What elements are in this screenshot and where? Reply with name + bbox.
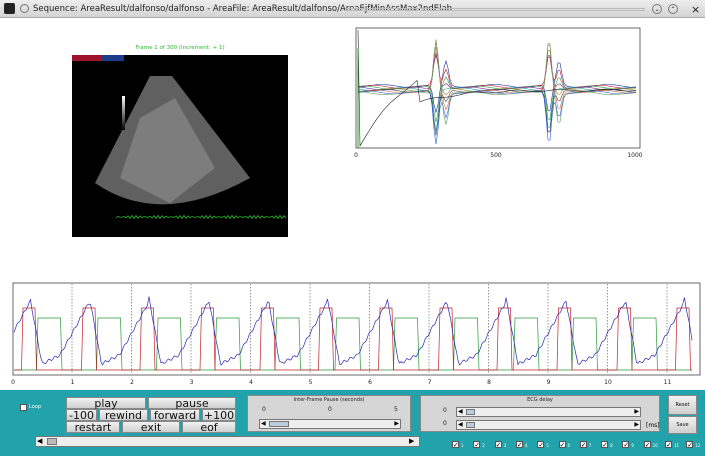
channel-label: 5 [546,443,549,448]
x-tick-label: 10 [604,379,612,386]
app-icon [4,3,15,14]
close-button[interactable]: × [691,1,700,19]
image-header [72,55,102,61]
channel-label: 7 [589,443,592,448]
pause-panel: Inter-Frame Pause (seconds) 0 0 5 ◀ ▶ [247,395,411,432]
control-button[interactable]: restart [66,421,120,433]
channel-checkbox[interactable]: ✓ [580,441,587,448]
pause-min: 0 [262,406,266,413]
x-tick-label: 1000 [627,152,642,159]
control-button[interactable]: eof [182,421,236,433]
x-tick-label: 2 [130,379,134,386]
x-tick-label: 7 [428,379,432,386]
maximize-button[interactable]: ⌃ [668,4,678,14]
channel-label: 12 [695,443,700,448]
channel-checkbox[interactable]: ✓ [665,441,672,448]
channel-label: 1 [461,443,464,448]
ecg-value: 0 [443,407,447,414]
loop-checkbox[interactable] [20,404,27,411]
channel-checkbox[interactable]: ✓ [686,441,693,448]
ecg-slider[interactable]: ◀ ▶ [456,420,641,430]
channel-label: 11 [674,443,679,448]
x-tick-label: 5 [309,379,313,386]
pause-title: Inter-Frame Pause (seconds) [248,397,410,403]
channel-checkbox[interactable]: ✓ [452,441,459,448]
image-header [102,55,124,61]
channel-checkbox[interactable]: ✓ [644,441,651,448]
x-tick-label: 4 [249,379,253,386]
page: Sequence: AreaResult/dalfonso/dalfonso -… [0,0,705,456]
channel-checkbox[interactable]: ✓ [537,441,544,448]
save-button[interactable]: Save [668,416,697,434]
x-tick-label: 8 [487,379,491,386]
channel-label: 3 [504,443,507,448]
channel-checkbox[interactable]: ✓ [516,441,523,448]
ecg-value: 0 [443,420,447,427]
control-panel: Loop ◀ ▶ Inter-Frame Pause (seconds) 0 0… [0,390,705,456]
pause-slider[interactable]: ◀ ▶ [259,419,401,429]
channel-label: 6 [568,443,571,448]
ecg-slider[interactable]: ◀ ▶ [456,407,641,417]
channel-label: 9 [631,443,634,448]
x-tick-label: 6 [368,379,372,386]
minimize-button[interactable]: ⌄ [652,4,662,14]
channel-checkbox[interactable]: ✓ [601,441,608,448]
x-tick-label: 11 [664,379,672,386]
channel-label: 8 [610,443,613,448]
title-grip [345,8,645,11]
ecg-panel: ECG delay 0 0 ◀ ▶ ◀ ▶ [ms] [420,395,660,432]
control-button[interactable]: rewind [99,409,148,421]
plots: Frame 1 of 300 (Increment: + 1) [0,18,705,390]
loop-label: Loop [29,404,41,410]
control-button[interactable]: exit [122,421,180,433]
control-button[interactable]: pause [148,397,236,409]
menu-button[interactable] [20,4,29,13]
x-tick-label: 1 [71,379,75,386]
channel-checkbox[interactable]: ✓ [473,441,480,448]
channel-label: 4 [525,443,528,448]
x-tick-label: 0 [11,379,15,386]
x-tick-label: 9 [547,379,551,386]
frame-label: Frame 1 of 300 (Increment: + 1) [135,45,224,51]
channel-label: 10 [653,443,658,448]
control-button[interactable]: play [66,397,146,409]
frame-slider[interactable]: ◀ ▶ [35,436,420,447]
control-button[interactable]: +100 [202,409,236,421]
channel-checkbox[interactable]: ✓ [495,441,502,448]
pause-max: 5 [394,406,398,413]
channel-checkbox[interactable]: ✓ [559,441,566,448]
title-bar: Sequence: AreaResult/dalfonso/dalfonso -… [0,0,705,18]
control-button[interactable]: -100 [66,409,97,421]
x-tick-label: 500 [490,152,501,159]
ecg-title: ECG delay [421,397,659,403]
channel-checkbox[interactable]: ✓ [622,441,629,448]
ecg-unit: [ms] [646,422,660,429]
control-button[interactable]: forward [150,409,200,421]
pause-value: 0 [328,406,332,413]
x-tick-label: 0 [354,152,358,159]
gray-bar [122,96,125,130]
x-tick-label: 3 [190,379,194,386]
channel-label: 2 [482,443,485,448]
reset-button[interactable]: Reset [668,395,697,415]
